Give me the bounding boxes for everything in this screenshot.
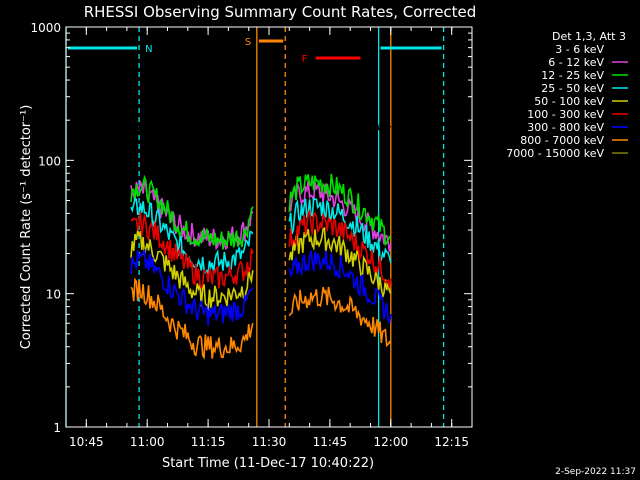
x-tick-label-3: 11:30 xyxy=(252,435,287,449)
x-axis-label: Start Time (11-Dec-17 10:40:22) xyxy=(162,456,374,471)
series-line-4-segment-1 xyxy=(288,226,392,298)
interval-label-3: F xyxy=(302,54,308,65)
x-tick-label-6: 12:15 xyxy=(434,435,469,449)
legend-label-3: 25 - 50 keV xyxy=(541,82,604,95)
series-line-1-segment-0 xyxy=(130,179,254,251)
plot-area: N S F xyxy=(65,27,445,427)
legend-label-4: 50 - 100 keV xyxy=(534,95,604,108)
x-axis: 10:45 11:00 11:15 11:30 11:45 12:00 12:15 xyxy=(65,27,473,449)
series-line-1-segment-1 xyxy=(288,180,392,252)
legend-title: Det 1,3, Att 3 xyxy=(552,30,626,43)
x-tick-label-0: 10:45 xyxy=(69,435,104,449)
x-tick-label-4: 11:45 xyxy=(313,435,348,449)
y-axis-label: Corrected Count Rate (s⁻¹ detector⁻¹) xyxy=(19,105,34,350)
y-tick-label-3: 1000 xyxy=(30,21,61,35)
legend-label-2: 12 - 25 keV xyxy=(541,69,604,82)
series-line-3-segment-1 xyxy=(288,196,392,264)
y-tick-label-0: 1 xyxy=(53,421,61,435)
series-line-7-segment-1 xyxy=(288,286,392,348)
x-tick-label-5: 12:00 xyxy=(374,435,409,449)
y-axis: 1 10 100 1000 xyxy=(30,21,472,435)
series-line-0-segment-0 xyxy=(130,121,254,135)
interval-label-2: S xyxy=(245,37,251,48)
chart-title: RHESSI Observing Summary Count Rates, Co… xyxy=(84,3,477,21)
legend-label-6: 300 - 800 keV xyxy=(527,121,604,134)
legend-label-1: 6 - 12 keV xyxy=(548,56,604,69)
date-stamp: 2-Sep-2022 11:37 xyxy=(555,467,636,477)
legend-label-8: 7000 - 15000 keV xyxy=(506,147,604,160)
series-line-6-segment-1 xyxy=(288,250,392,324)
series-line-7-segment-0 xyxy=(130,277,254,360)
series-line-6-segment-0 xyxy=(130,247,254,326)
series-line-2-segment-1 xyxy=(288,173,392,247)
y-tick-label-2: 100 xyxy=(38,154,61,168)
x-tick-label-2: 11:15 xyxy=(191,435,226,449)
legend-label-7: 800 - 7000 keV xyxy=(520,134,604,147)
series-line-4-segment-0 xyxy=(130,230,254,312)
y-tick-label-1: 10 xyxy=(46,288,61,302)
legend-label-0: 3 - 6 keV xyxy=(555,43,604,56)
interval-label-0: N xyxy=(145,44,152,55)
series-line-0-segment-1 xyxy=(296,117,391,132)
series-line-5-segment-0 xyxy=(130,211,254,290)
series-line-2-segment-0 xyxy=(130,174,254,250)
x-tick-label-1: 11:00 xyxy=(130,435,165,449)
legend-label-5: 100 - 300 keV xyxy=(527,108,604,121)
series-line-5-segment-1 xyxy=(288,208,392,288)
